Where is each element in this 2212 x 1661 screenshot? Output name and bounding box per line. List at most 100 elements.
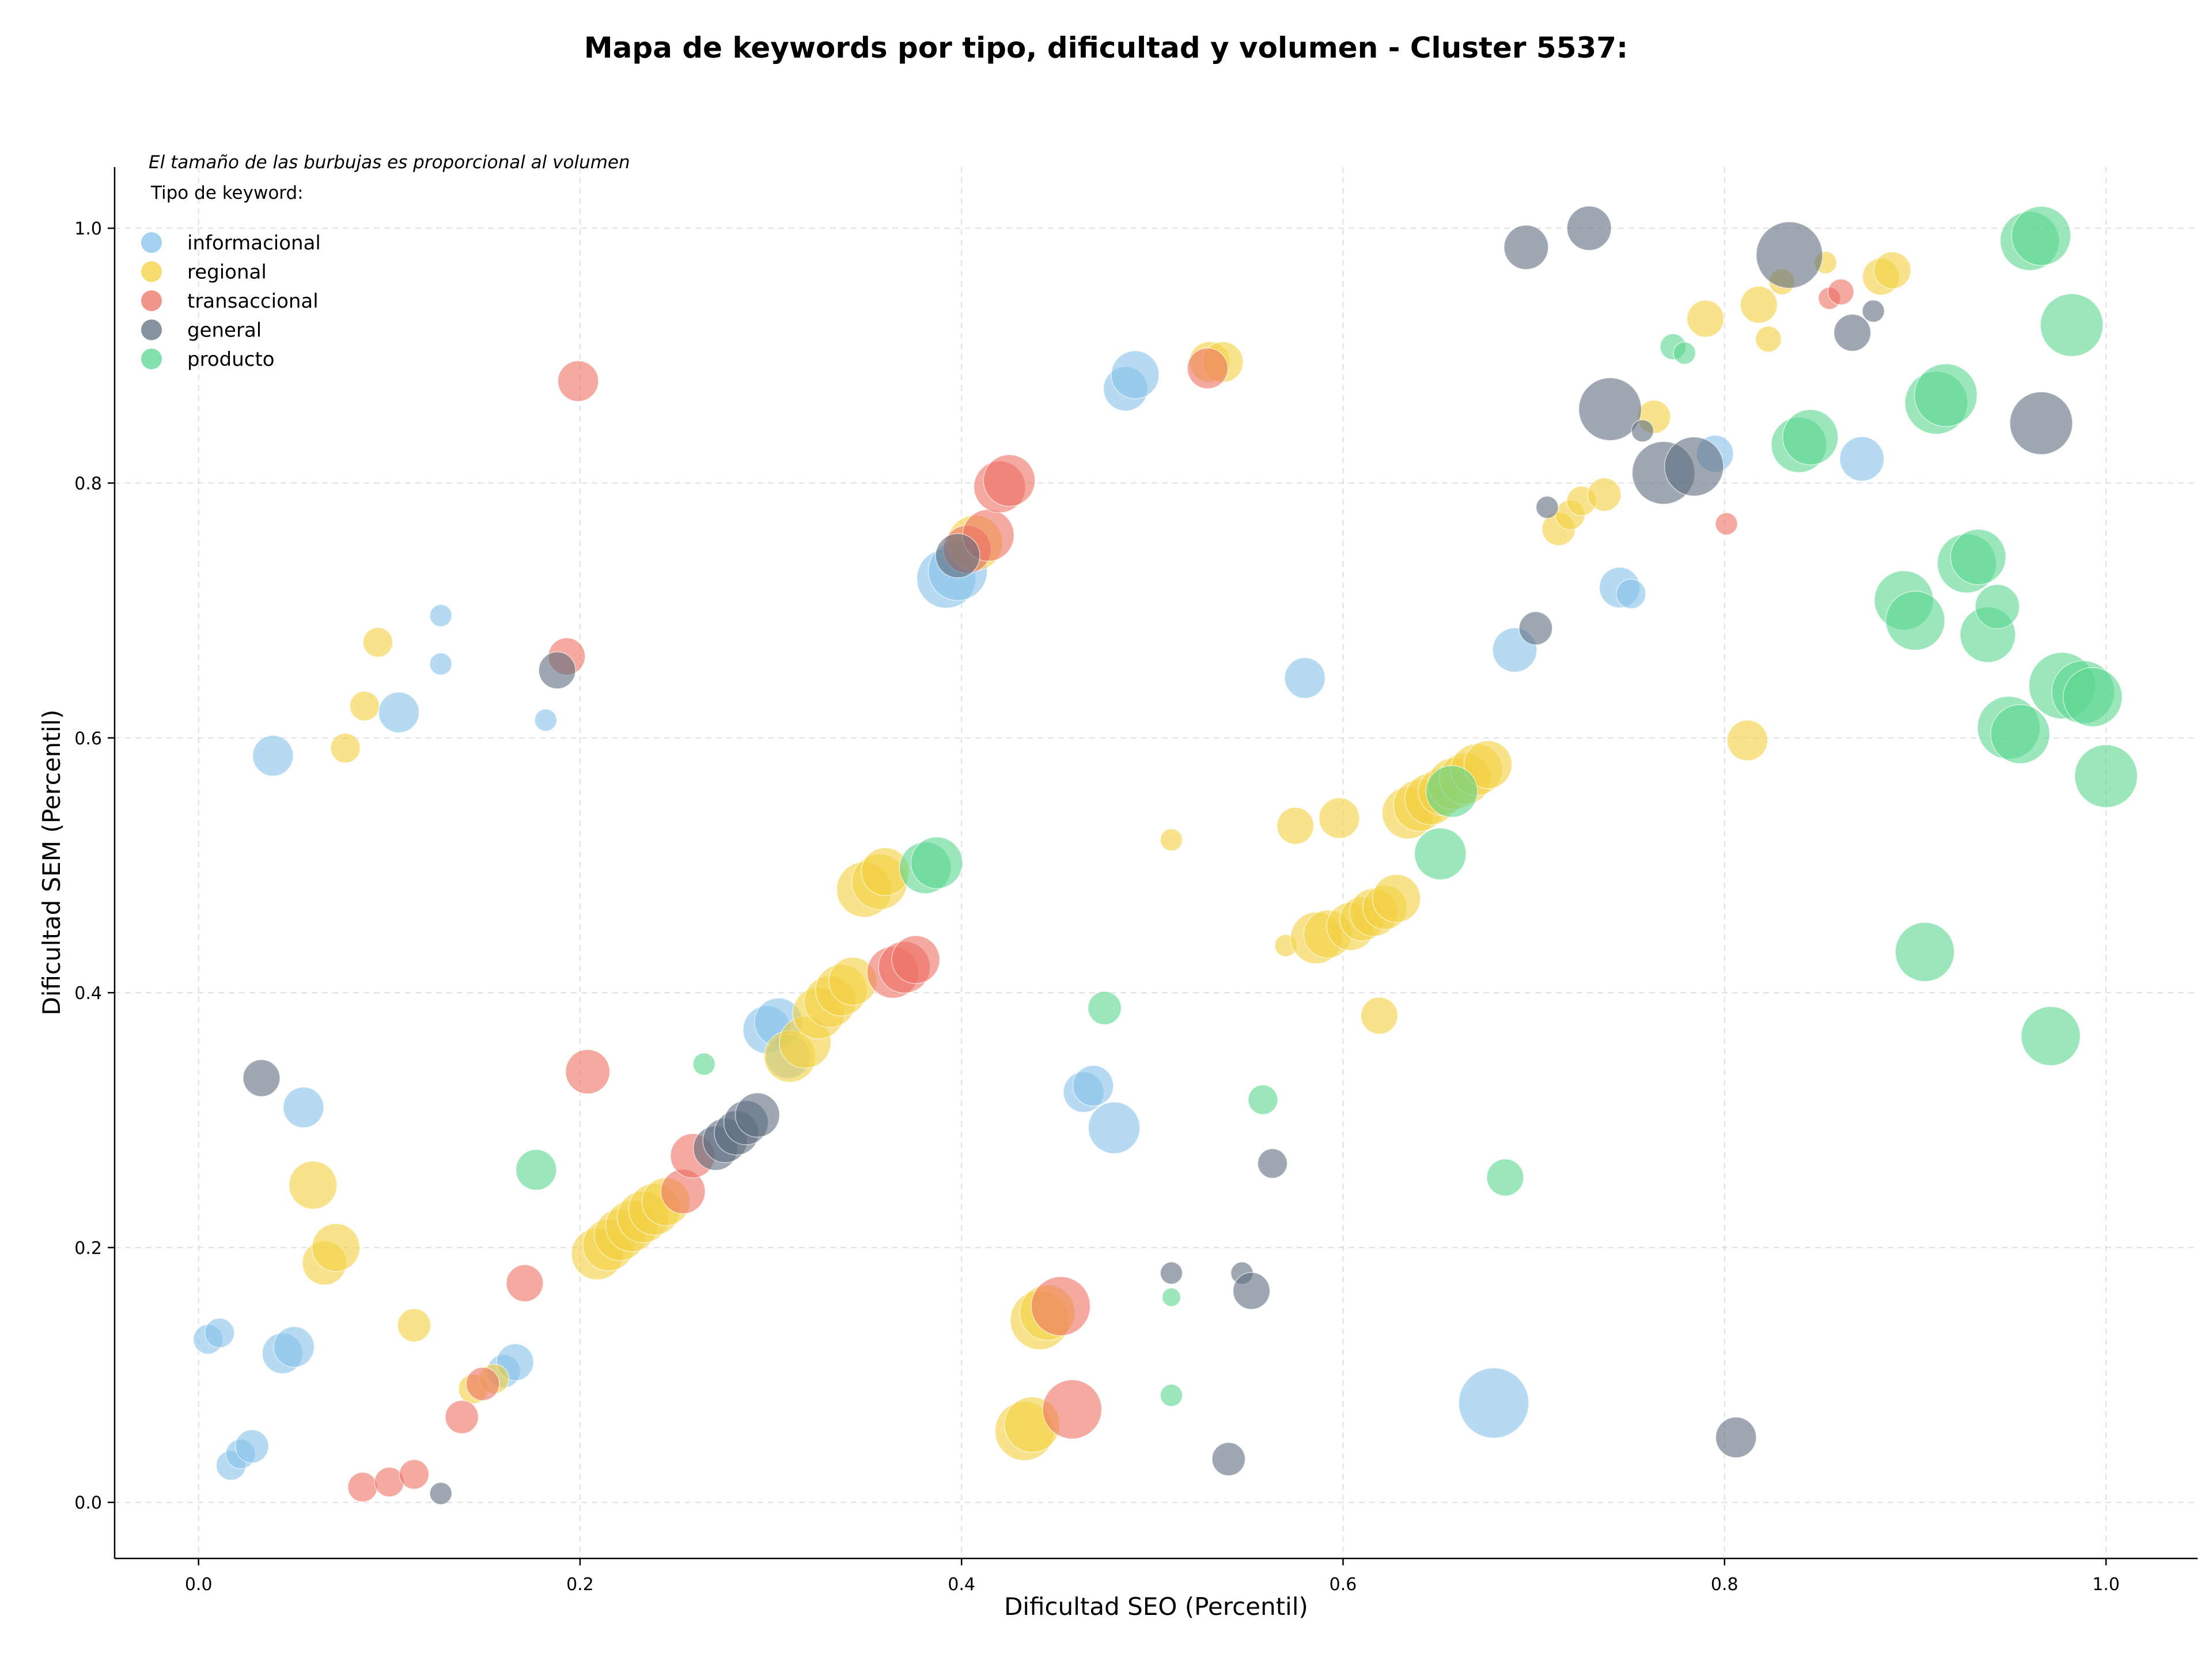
bubble-regional	[1726, 720, 1768, 762]
bubble-general	[538, 651, 576, 690]
legend-label: producto	[187, 348, 275, 371]
bubble-informacional	[1616, 578, 1646, 610]
bubble-informacional	[429, 604, 453, 627]
bubble-transaccional	[1042, 1379, 1103, 1440]
chart-title: Mapa de keywords por tipo, dificultad y …	[584, 31, 1628, 65]
y-tick-label: 1.0	[74, 219, 102, 239]
x-tick-label: 0.4	[948, 1575, 975, 1595]
bubble-producto	[2062, 667, 2123, 727]
series-informacional	[192, 350, 1885, 1481]
legend-label: regional	[187, 261, 267, 284]
grid-lines	[115, 167, 2198, 1558]
bubble-transaccional	[557, 360, 599, 402]
legend-item-transaccional: transaccional	[141, 290, 319, 313]
axes	[113, 167, 2198, 1560]
bubble-general	[1715, 1416, 1757, 1458]
legend-marker	[141, 349, 162, 369]
x-tick-label: 0.6	[1330, 1575, 1357, 1595]
bubble-general	[429, 1482, 453, 1505]
bubble-general	[1578, 377, 1642, 441]
bubble-producto	[1950, 528, 2006, 585]
bubble-regional	[1686, 300, 1725, 338]
bubble-general	[1211, 1441, 1246, 1477]
legend-item-producto: producto	[141, 348, 275, 371]
bubble-producto	[2074, 744, 2138, 808]
legend: informacional regional transaccional genera…	[141, 232, 321, 371]
bubble-informacional	[1458, 1367, 1529, 1439]
bubble-regional	[1318, 797, 1360, 839]
bubble-informacional	[429, 652, 453, 676]
bubble-informacional	[252, 735, 294, 777]
x-tick-label: 1.0	[2092, 1575, 2120, 1595]
x-tick-label: 0.2	[566, 1575, 594, 1595]
bubble-transaccional	[445, 1399, 479, 1435]
bubble-informacional	[1088, 1101, 1141, 1155]
bubble-producto	[910, 836, 963, 890]
y-tick-label: 0.0	[74, 1493, 102, 1514]
bubble-regional	[349, 691, 380, 721]
bubble-general	[243, 1059, 281, 1097]
bubble-producto	[1990, 704, 2050, 765]
legend-marker	[141, 261, 162, 282]
bubble-producto	[1414, 827, 1467, 880]
bubble-transaccional	[1715, 512, 1738, 536]
bubble-regional	[330, 733, 361, 763]
bubbles	[192, 206, 2138, 1505]
x-axis-label: Dificultad SEO (Percentil)	[1004, 1592, 1308, 1621]
y-axis-label: Dificultad SEM (Percentil)	[37, 710, 66, 1016]
bubble-regional	[311, 1223, 361, 1272]
bubble-producto	[1161, 1287, 1181, 1307]
bubble-general	[1232, 1272, 1271, 1310]
y-tick-label: 0.4	[74, 983, 102, 1004]
bubble-producto	[1895, 922, 1955, 982]
bubble-informacional	[1284, 657, 1326, 699]
legend-title: Tipo de keyword:	[150, 183, 304, 203]
bubble-producto	[1088, 991, 1122, 1026]
bubble-informacional	[234, 1429, 269, 1463]
bubble-general	[1756, 221, 1823, 289]
bubble-transaccional	[506, 1264, 544, 1303]
bubble-general	[1518, 611, 1553, 646]
bubble-producto	[692, 1052, 716, 1076]
bubble-transaccional	[983, 454, 1036, 507]
bubble-general	[935, 533, 980, 578]
bubble-transaccional	[1827, 278, 1854, 305]
legend-label: informacional	[187, 232, 321, 255]
legend-marker	[141, 319, 162, 340]
bubble-informacional	[1072, 1065, 1114, 1107]
bubble-general	[734, 1092, 781, 1138]
bubble-producto	[1914, 363, 1978, 427]
series-general	[243, 206, 2073, 1505]
bubble-transaccional	[891, 935, 941, 984]
legend-item-general: general	[141, 319, 262, 342]
bubble-regional	[289, 1160, 338, 1210]
bubble-informacional	[273, 1326, 315, 1368]
legend-marker	[141, 232, 162, 253]
bubble-transaccional	[347, 1471, 378, 1503]
bubble-regional	[1740, 286, 1778, 324]
series-transaccional	[347, 278, 1854, 1503]
bubble-producto	[2040, 293, 2104, 357]
bubble-general	[1862, 299, 1885, 323]
bubble-producto	[2011, 206, 2071, 266]
x-tick-label: 0.0	[185, 1575, 213, 1595]
bubble-regional	[1587, 477, 1622, 512]
bubble-transaccional	[399, 1459, 430, 1490]
bubble-general	[1160, 1261, 1183, 1285]
bubble-informacional	[378, 691, 420, 733]
bubble-general	[1503, 225, 1549, 270]
bubble-general	[1566, 206, 1612, 251]
bubble-regional	[397, 1308, 431, 1342]
x-ticks: 0.0 0.2 0.4 0.6 0.8 1.0	[185, 1558, 2120, 1595]
bubble-general	[1664, 436, 1724, 497]
legend-label: transaccional	[187, 290, 319, 313]
bubble-size-note: El tamaño de las burbujas es proporciona…	[149, 152, 630, 173]
bubble-producto	[1975, 584, 2020, 630]
bubble-producto	[1425, 765, 1478, 818]
bubble-regional	[1755, 326, 1782, 353]
y-ticks: 0.0 0.2 0.4 0.6 0.8 1.0	[74, 219, 115, 1514]
bubble-producto	[1673, 341, 1696, 365]
bubble-producto	[515, 1149, 557, 1191]
bubble-transaccional	[565, 1049, 611, 1095]
